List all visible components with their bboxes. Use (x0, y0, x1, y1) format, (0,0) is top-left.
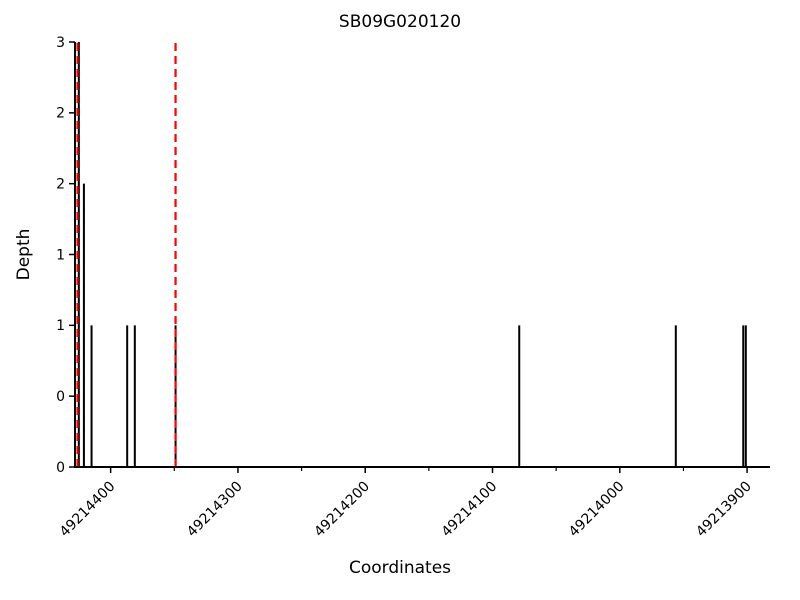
y-tick-label: 1 (56, 318, 65, 334)
x-tick-label: 49214400 (57, 479, 119, 541)
x-tick-label: 49213900 (693, 479, 755, 541)
y-tick-label: 2 (56, 177, 65, 193)
x-tick-label: 49214100 (439, 479, 501, 541)
x-tick-label: 49214200 (311, 479, 373, 541)
y-tick-label: 1 (56, 247, 65, 263)
y-tick-label: 2 (56, 106, 65, 122)
y-tick-label: 3 (56, 35, 65, 51)
x-axis-label: Coordinates (348, 558, 452, 578)
y-tick-label: 0 (56, 460, 65, 476)
x-tick-label: 49214300 (184, 479, 246, 541)
chart-title: SB09G020120 (338, 12, 462, 32)
x-tick-label: 49214000 (566, 479, 628, 541)
y-tick-label: 0 (56, 389, 65, 405)
